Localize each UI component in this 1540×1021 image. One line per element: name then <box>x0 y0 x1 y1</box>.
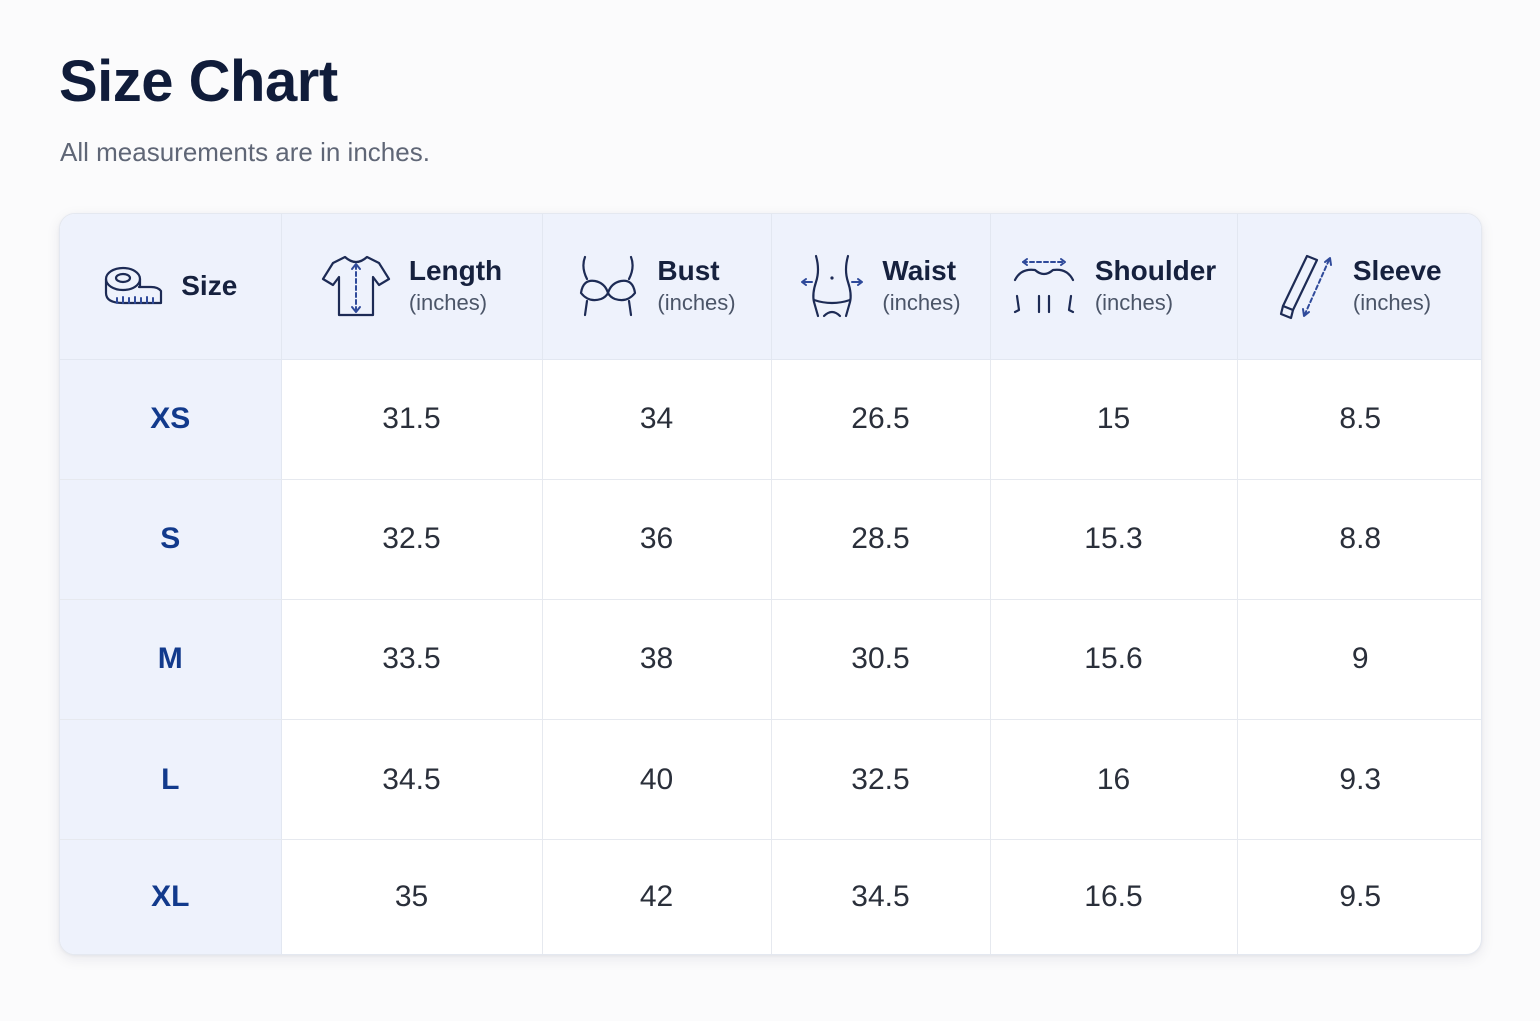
length-cell: 33.5 <box>281 599 543 721</box>
column-header-unit: (inches) <box>1094 290 1174 316</box>
length-cell: 34.5 <box>281 719 543 841</box>
shoulder-cell: 15.6 <box>990 599 1238 721</box>
column-header-length: Length (inches) <box>281 214 543 360</box>
sleeve-cell: 8.5 <box>1237 359 1481 480</box>
column-header-label: Shoulder <box>1094 255 1217 287</box>
size-cell: XS <box>60 359 282 480</box>
column-header-unit: (inches) <box>657 290 736 316</box>
waist-cell: 32.5 <box>771 719 991 841</box>
size-chart-card: Size Length <box>59 213 1482 955</box>
column-header-shoulder: Shoulder (inches) <box>990 214 1238 360</box>
table-row: L 34.5 40 32.5 16 9.3 <box>60 719 1481 841</box>
size-cell: S <box>60 479 282 600</box>
size-cell: XL <box>60 839 282 954</box>
sleeve-length-icon <box>1279 255 1332 320</box>
column-header-label: Waist <box>882 255 957 287</box>
bust-cell: 40 <box>542 719 772 841</box>
bust-cell: 38 <box>542 599 772 721</box>
sleeve-cell: 9.5 <box>1339 880 1382 914</box>
shoulder-cell: 16 <box>990 719 1238 841</box>
column-header-unit: (inches) <box>408 290 488 316</box>
table-row: M 33.5 38 30.5 15.6 9 <box>60 599 1481 721</box>
waist-cell: 34.5 <box>771 839 991 954</box>
waist-cell: 26.5 <box>771 359 991 480</box>
table-header-row: Size Length <box>60 214 1481 360</box>
column-header-label: Bust <box>657 255 720 287</box>
column-header-label: Length <box>408 255 503 287</box>
shoulder-cell: 16.5 <box>990 839 1238 954</box>
bra-bust-icon <box>580 256 637 317</box>
bust-cell: 34 <box>542 359 772 480</box>
waist-cell: 30.5 <box>771 599 991 721</box>
column-header-unit: (inches) <box>1352 290 1432 316</box>
page-title: Size Chart <box>59 49 338 114</box>
column-header-label: Size <box>181 270 238 302</box>
sleeve-cell: 9.3 <box>1237 719 1481 841</box>
waist-torso-icon <box>801 255 864 318</box>
sleeve-cell: 8.8 <box>1237 479 1481 600</box>
column-header-bust: Bust (inches) <box>542 214 772 360</box>
column-header-unit: (inches) <box>882 290 961 316</box>
tape-measure-icon <box>105 267 163 305</box>
shoulder-width-icon <box>1013 258 1074 314</box>
table-row: S 32.5 36 28.5 15.3 8.8 <box>60 479 1481 600</box>
length-cell: 31.5 <box>281 359 543 480</box>
size-chart-table: Size Length <box>60 214 1481 954</box>
length-cell: 32.5 <box>281 479 543 600</box>
sleeve-cell: 9 <box>1237 599 1481 721</box>
column-header-waist: Waist (inches) <box>771 214 991 360</box>
table-row: XS 31.5 34 26.5 15 8.5 <box>60 359 1481 480</box>
column-header-sleeve: Sleeve (inches) <box>1237 214 1481 360</box>
size-cell: L <box>60 719 282 841</box>
length-cell: 35 <box>281 839 543 954</box>
size-cell: M <box>60 599 282 721</box>
table-row: XL 35 42 34.5 16.5 9.5 <box>60 839 1481 954</box>
waist-cell: 28.5 <box>771 479 991 600</box>
bust-cell: 36 <box>542 479 772 600</box>
shoulder-cell: 15 <box>990 359 1238 480</box>
shoulder-cell: 15.3 <box>990 479 1238 600</box>
shirt-length-icon <box>321 256 390 317</box>
column-header-size: Size <box>60 214 282 360</box>
column-header-label: Sleeve <box>1352 255 1442 287</box>
bust-cell: 42 <box>542 839 772 954</box>
page-subtitle: All measurements are in inches. <box>60 137 430 167</box>
